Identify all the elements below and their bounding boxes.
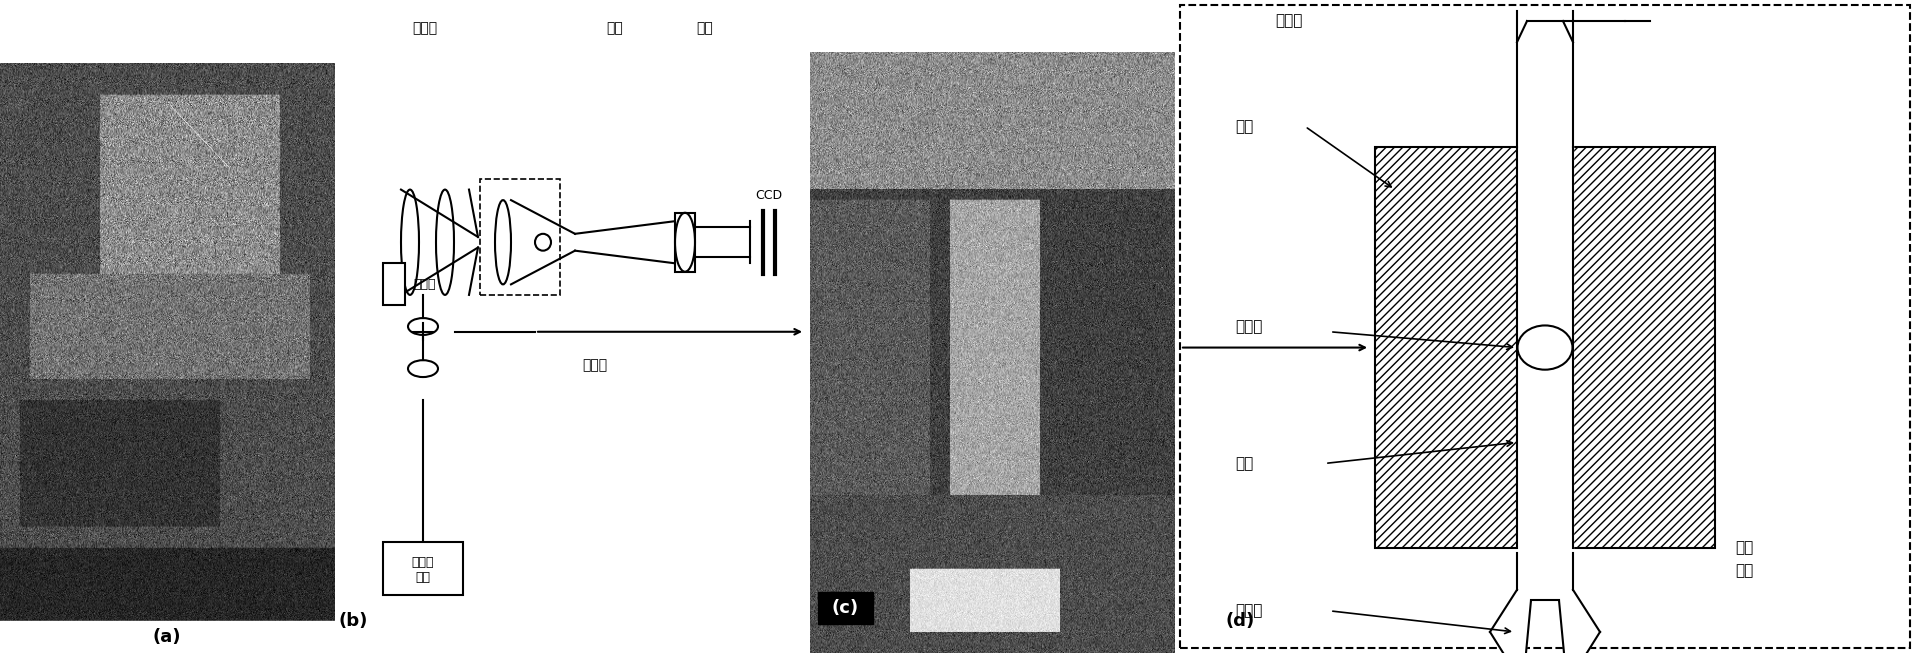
Text: (b): (b) (339, 613, 368, 630)
Text: 物镜: 物镜 (607, 21, 623, 35)
Text: (c): (c) (832, 599, 858, 616)
Polygon shape (1491, 548, 1600, 653)
Text: 激光束: 激光束 (582, 358, 607, 372)
Ellipse shape (1517, 325, 1573, 370)
Text: 激光束: 激光束 (1236, 319, 1263, 334)
Text: 流体: 流体 (1736, 540, 1753, 555)
Bar (383, 263, 404, 306)
Bar (481, 179, 559, 295)
Text: 鞘流: 鞘流 (1236, 456, 1253, 471)
Text: 聚光镜: 聚光镜 (412, 21, 437, 35)
Text: 光源: 光源 (416, 571, 431, 584)
Text: (d): (d) (1226, 613, 1255, 630)
Text: 滤光片: 滤光片 (414, 278, 435, 291)
Text: 硅胶: 硅胶 (1236, 119, 1253, 134)
Bar (1376, 148, 1715, 548)
Text: 样品流: 样品流 (1236, 603, 1263, 618)
Bar (818, 592, 874, 624)
Text: 非相干: 非相干 (412, 556, 435, 569)
Text: CCD: CCD (755, 189, 782, 202)
Text: 筒镜: 筒镜 (697, 21, 713, 35)
Text: 喷头: 喷头 (1736, 564, 1753, 579)
Bar (383, 543, 464, 595)
Text: (a): (a) (153, 628, 182, 646)
Circle shape (535, 234, 552, 251)
Text: 排出口: 排出口 (1274, 14, 1303, 29)
Bar (674, 213, 696, 272)
